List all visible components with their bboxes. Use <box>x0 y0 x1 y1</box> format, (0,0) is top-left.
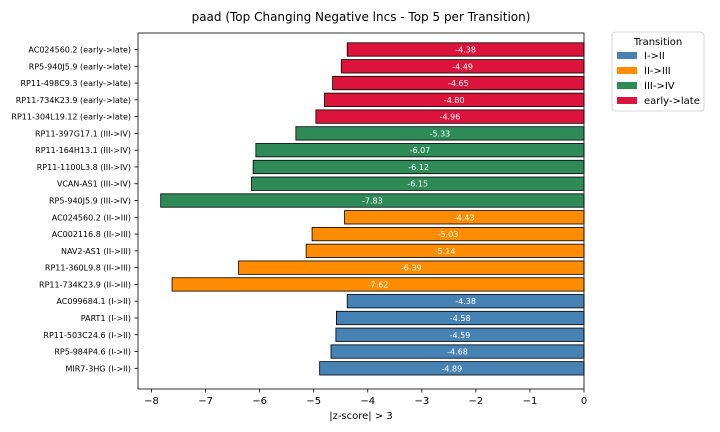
x-tick-label: −2 <box>469 396 484 407</box>
y-tick-label: RP5-940J5.9 (III->IV) <box>49 197 131 206</box>
bar-value-label: -4.38 <box>455 297 476 306</box>
bar-value-label: -4.59 <box>450 331 471 340</box>
bar-value-label: -5.14 <box>435 247 456 256</box>
legend-entries: I->II II->III III->IV early->late <box>617 51 700 107</box>
legend-label: I->II <box>644 51 665 62</box>
chart-title: paad (Top Changing Negative lncs - Top 5… <box>192 10 531 24</box>
y-tick-label: RP11-164H13.1 (III->IV) <box>35 146 131 155</box>
y-tick-label: RP11-498C9.3 (early->late) <box>20 79 131 88</box>
y-tick-labels: AC024560.2 (early->late) RP5-940J5.9 (ear… <box>11 46 138 373</box>
legend-swatch <box>617 67 637 74</box>
x-tick-label: 0 <box>581 396 587 407</box>
bar-value-label: -5.03 <box>438 230 459 239</box>
bar-value-label: -4.49 <box>452 62 473 71</box>
x-tick-label: −8 <box>144 396 159 407</box>
bar-value-label: -4.38 <box>455 46 476 55</box>
bar-value-label: -7.62 <box>368 280 389 289</box>
y-tick-label: AC024560.2 (II->III) <box>52 213 131 222</box>
bar-value-label: -6.15 <box>407 180 428 189</box>
y-tick-label: RP11-304L19.12 (early->late) <box>11 113 131 122</box>
x-axis: −8 −7 −6 −5 −4 −3 −2 −1 0 <box>144 389 587 407</box>
y-tick-label: AC002116.8 (II->III) <box>52 230 131 239</box>
y-tick-label: RP11-503C24.6 (I->II) <box>43 331 131 340</box>
x-tick-label: −1 <box>523 396 538 407</box>
bar-value-label: -6.39 <box>401 264 422 273</box>
bars-layer: -4.38 -4.49 -4.65 -4.80 -4.96 -5.33 -6.07 -6.12… <box>160 42 585 376</box>
legend: Transition I->II II->III III->IV early->lat… <box>611 31 705 112</box>
legend-swatch <box>617 52 637 59</box>
y-tick-label: AC024560.2 (early->late) <box>28 46 131 55</box>
legend-label: III->IV <box>644 81 675 92</box>
bar-value-label: -4.80 <box>444 96 465 105</box>
bar-value-label: -4.89 <box>441 364 462 373</box>
x-axis-label: |z-score| > 3 <box>329 411 393 422</box>
bar-value-label: -6.12 <box>408 163 429 172</box>
y-tick-label: RP11-360L9.8 (II->III) <box>45 264 131 273</box>
y-tick-label: AC099684.1 (I->II) <box>56 297 131 306</box>
y-tick-label: RP5-984P4.6 (I->II) <box>54 348 131 357</box>
x-tick-label: −6 <box>252 396 267 407</box>
bar-value-label: -7.83 <box>362 197 383 206</box>
legend-title: Transition <box>633 37 682 48</box>
legend-swatch <box>617 82 637 89</box>
bar-value-label: -4.68 <box>447 348 468 357</box>
y-tick-label: RP11-397G17.1 (III->IV) <box>35 129 131 138</box>
bar-value-label: -4.65 <box>448 79 469 88</box>
x-tick-label: −7 <box>198 396 213 407</box>
legend-label: II->III <box>644 66 671 77</box>
plot-frame <box>137 32 585 390</box>
y-tick-label: MIR7-3HG (I->II) <box>65 364 131 373</box>
bar-value-label: -6.07 <box>410 146 431 155</box>
bar-value-label: -4.58 <box>450 314 471 323</box>
y-tick-label: RP11-1100L3.8 (III->IV) <box>37 163 131 172</box>
bar-value-label: -5.33 <box>430 129 451 138</box>
legend-frame <box>611 31 705 112</box>
y-tick-label: VCAN-AS1 (III->IV) <box>57 180 131 189</box>
x-tick-label: −3 <box>414 396 429 407</box>
legend-label: early->late <box>644 96 700 107</box>
y-tick-label: NAV2-AS1 (II->III) <box>61 247 131 256</box>
y-tick-label: RP11-734K23.9 (early->late) <box>16 96 131 105</box>
bar-value-label: -4.43 <box>454 213 475 222</box>
y-tick-label: RP5-940J5.9 (early->late) <box>29 62 131 71</box>
y-tick-label: PART1 (I->II) <box>81 314 131 323</box>
legend-swatch <box>617 97 637 104</box>
y-tick-label: RP11-734K23.9 (II->III) <box>39 280 131 289</box>
x-tick-label: −4 <box>360 396 375 407</box>
x-tick-label: −5 <box>306 396 321 407</box>
bar-value-label: -4.96 <box>440 113 461 122</box>
